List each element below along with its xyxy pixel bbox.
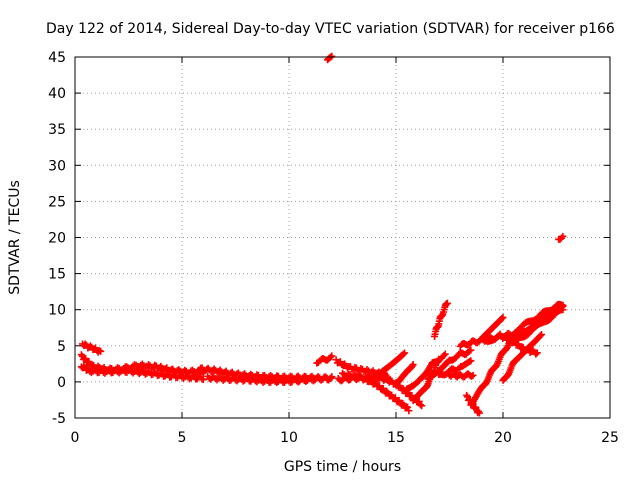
data-point (498, 314, 506, 322)
data-point (328, 52, 336, 60)
x-axis-label: GPS time / hours (284, 459, 401, 475)
y-tick-label: 20 (48, 231, 66, 247)
y-tick-label: 45 (48, 50, 66, 66)
x-tick-label: 5 (178, 430, 187, 446)
data-point (408, 362, 416, 370)
data-point (86, 342, 94, 350)
y-axis-label: SDTVAR / TECUs (7, 180, 23, 295)
data-point (440, 351, 448, 359)
data-point (363, 366, 371, 374)
chart-title: Day 122 of 2014, Sidereal Day-to-day VTE… (46, 21, 615, 37)
data-point (210, 365, 218, 373)
data-point (416, 401, 424, 409)
x-tick-label: 10 (280, 430, 298, 446)
y-tick-label: 40 (48, 86, 66, 102)
data-point (435, 355, 443, 363)
data-point (399, 350, 407, 358)
data-point (94, 362, 102, 370)
data-point (559, 302, 567, 310)
data-point (375, 382, 383, 390)
data-point (468, 372, 476, 380)
data-point (557, 304, 565, 312)
y-tick-label: 35 (48, 122, 66, 138)
data-point (404, 403, 412, 411)
data-point (415, 397, 423, 405)
data-point (199, 376, 207, 384)
data-point (533, 349, 541, 357)
data-point (401, 349, 409, 357)
data-point (536, 332, 544, 340)
data-point (475, 409, 483, 417)
x-tick-label: 25 (601, 430, 619, 446)
data-point (328, 352, 336, 360)
data-point (469, 371, 477, 379)
x-tick-label: 15 (387, 430, 405, 446)
y-tick-label: 0 (57, 375, 66, 391)
data-point (326, 353, 334, 361)
data-point (538, 331, 546, 339)
y-tick-label: 15 (48, 267, 66, 283)
data-point (469, 400, 477, 408)
data-point (409, 361, 417, 369)
x-tick-label: 0 (71, 430, 80, 446)
data-point (441, 350, 449, 358)
data-point (80, 362, 88, 370)
data-point (463, 391, 471, 399)
data-point (467, 357, 475, 365)
data-point (405, 407, 413, 415)
data-point (356, 372, 364, 380)
axis-ticks: 0 5 10 15 20 25 -5 0 5 10 15 20 25 30 35 40 45 (48, 50, 619, 446)
y-tick-label: 30 (48, 158, 66, 174)
data-point (81, 340, 89, 348)
data-point (532, 350, 540, 358)
data-point (499, 313, 507, 321)
data-point (418, 402, 426, 410)
data-point (559, 232, 567, 240)
y-tick-label: -5 (52, 411, 66, 427)
data-point (328, 373, 336, 381)
data-point (467, 346, 475, 354)
data-marks (77, 52, 567, 417)
data-point (391, 394, 399, 402)
y-tick-label: 25 (48, 194, 66, 210)
data-point (97, 347, 105, 355)
x-tick-label: 20 (494, 430, 512, 446)
y-tick-label: 10 (48, 303, 66, 319)
y-tick-label: 5 (57, 339, 66, 355)
data-point (443, 299, 451, 307)
